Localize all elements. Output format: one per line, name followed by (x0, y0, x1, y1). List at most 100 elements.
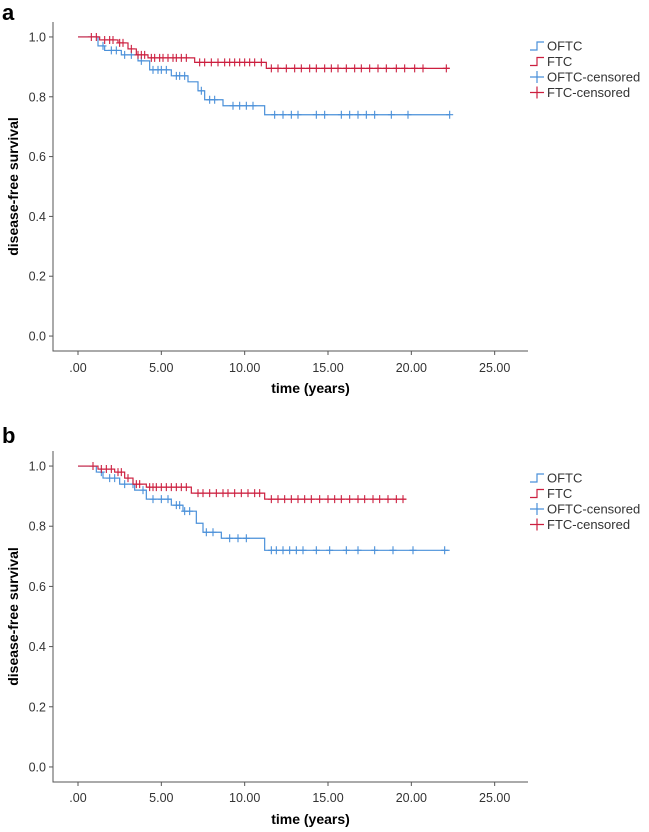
censor-mark-ftc (281, 495, 289, 504)
censor-mark-ftc (342, 64, 350, 73)
censor-mark-oftc (299, 546, 307, 555)
legend-censor-symbol (530, 518, 544, 531)
x-tick-label: 25.00 (479, 361, 510, 375)
censor-mark-oftc (162, 65, 170, 74)
censor-mark-ftc (334, 64, 342, 73)
censor-mark-ftc (307, 495, 315, 504)
censor-mark-oftc (149, 495, 157, 504)
x-tick-label: .00 (69, 791, 86, 805)
censor-mark-oftc (279, 110, 287, 119)
legend-line-symbol (530, 488, 544, 499)
censor-mark-ftc (376, 495, 384, 504)
censor-mark-ftc (392, 64, 400, 73)
censor-mark-ftc (321, 64, 329, 73)
censor-mark-ftc (231, 489, 239, 498)
censor-mark-oftc (229, 101, 237, 110)
censor-mark-ftc (117, 468, 125, 477)
censor-mark-ftc (291, 64, 299, 73)
censor-mark-ftc (107, 465, 115, 474)
chart-panel-a: a 0.0 0.2 0.4 0.6 0.8 1.0 .00 5.00 10.00 15.00 20.0… (2, 0, 640, 396)
censor-mark-oftc (211, 95, 219, 104)
censor-mark-ftc (374, 64, 382, 73)
y-tick-label: 0.2 (29, 700, 46, 714)
x-tick-label: 5.00 (149, 791, 173, 805)
censor-mark-ftc (274, 64, 282, 73)
censor-mark-ftc (244, 489, 252, 498)
censor-mark-ftc (357, 64, 365, 73)
legend-label: FTC-censored (547, 85, 630, 100)
censor-mark-oftc (389, 546, 397, 555)
censor-mark-oftc (139, 486, 147, 495)
censor-mark-oftc (226, 534, 234, 543)
legend-line-symbol (530, 473, 544, 483)
censor-mark-ftc (251, 58, 259, 67)
legend-label: OFTC-censored (547, 502, 640, 517)
legend-label: OFTC (547, 471, 582, 486)
censor-mark-oftc (186, 507, 194, 516)
censor-mark-oftc (326, 546, 334, 555)
censor-mark-oftc (387, 110, 395, 119)
censor-mark-ftc (256, 489, 264, 498)
censor-mark-ftc (257, 58, 265, 67)
legend-label: OFTC (547, 39, 582, 54)
y-tick-label: 0.4 (29, 640, 46, 654)
censor-mark-oftc (409, 546, 417, 555)
x-tick-label: 25.00 (479, 791, 510, 805)
censor-mark-oftc (441, 546, 449, 555)
x-tick-label: 10.00 (229, 361, 260, 375)
x-tick-label: 15.00 (312, 791, 343, 805)
censor-mark-ftc (369, 495, 377, 504)
x-tick-label: 10.00 (229, 791, 260, 805)
censor-mark-oftc (404, 110, 412, 119)
censor-mark-oftc (121, 480, 129, 489)
y-tick-label: 0.0 (29, 330, 46, 344)
survival-curve-oftc (78, 465, 450, 551)
censor-mark-oftc (242, 534, 250, 543)
censor-mark-oftc (209, 528, 217, 537)
censor-mark-ftc (331, 495, 339, 504)
x-tick-label: 15.00 (312, 361, 343, 375)
censor-mark-ftc (207, 58, 215, 67)
x-tick-label: 20.00 (396, 361, 427, 375)
censor-mark-oftc (354, 110, 362, 119)
y-axis-title: disease-free survival (5, 117, 21, 256)
censor-mark-oftc (242, 101, 250, 110)
censor-mark-oftc (202, 528, 210, 537)
censor-mark-ftc (119, 38, 127, 47)
censor-mark-ftc (354, 495, 362, 504)
y-tick-label: 0.4 (29, 210, 46, 224)
censor-mark-oftc (354, 546, 362, 555)
censor-mark-oftc (164, 495, 172, 504)
legend-label: FTC (547, 486, 572, 501)
censor-mark-ftc (337, 495, 345, 504)
y-tick-label: 0.6 (29, 580, 46, 594)
censor-mark-oftc (234, 534, 242, 543)
survival-curve-ftc (78, 36, 450, 69)
panel-letter: b (2, 423, 15, 448)
y-tick-label: 0.2 (29, 270, 46, 284)
censor-mark-oftc (294, 110, 302, 119)
survival-curve-ftc (78, 465, 407, 500)
censor-mark-oftc (362, 110, 370, 119)
censor-mark-ftc (411, 64, 419, 73)
censor-mark-ftc (297, 64, 305, 73)
censor-mark-ftc (267, 64, 275, 73)
legend-label: OFTC-censored (547, 70, 640, 85)
censor-mark-oftc (287, 110, 295, 119)
legend-label: FTC-censored (547, 517, 630, 532)
censor-mark-oftc (181, 71, 189, 80)
censor-mark-oftc (446, 110, 454, 119)
censor-mark-ftc (382, 64, 390, 73)
censor-mark-ftc (392, 495, 400, 504)
censor-mark-ftc (212, 489, 220, 498)
x-axis-title: time (years) (271, 380, 350, 396)
y-tick-label: 1.0 (29, 460, 46, 474)
censor-mark-oftc (312, 546, 320, 555)
censor-mark-ftc (199, 489, 207, 498)
censor-mark-ftc (182, 483, 190, 492)
censor-mark-ftc (419, 64, 427, 73)
legend-censor-symbol (530, 71, 544, 83)
censor-mark-oftc (342, 546, 350, 555)
censor-mark-oftc (111, 474, 119, 483)
